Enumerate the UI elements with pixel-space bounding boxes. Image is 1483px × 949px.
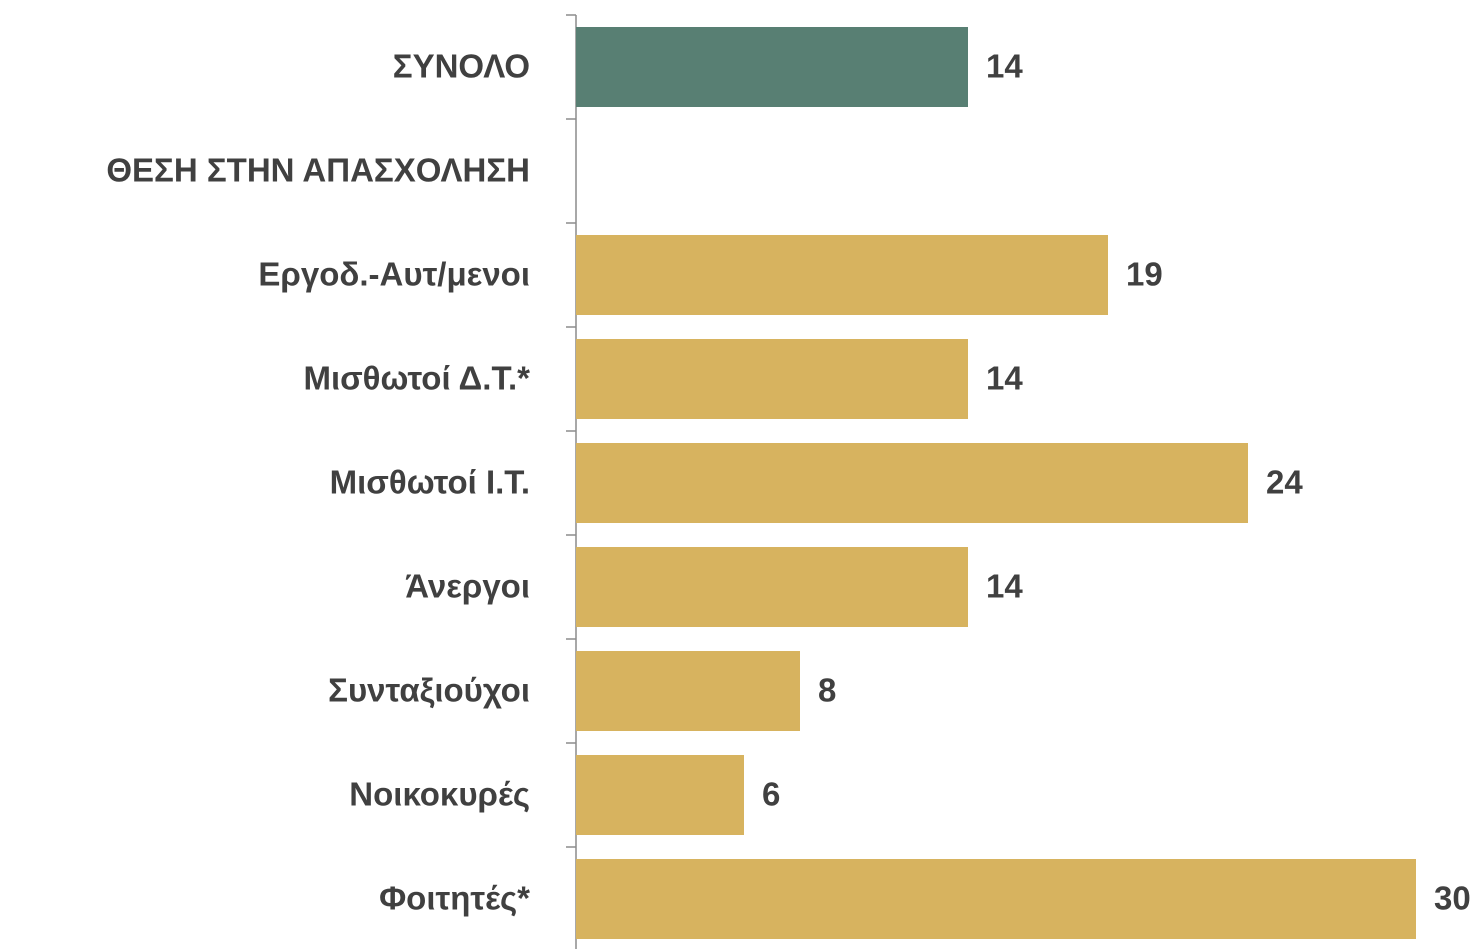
bar <box>576 339 968 419</box>
y-tick-label: Εργοδ.-Αυτ/μενοι <box>258 256 530 293</box>
y-tick-label: Μισθωτοί Ι.Τ. <box>330 464 530 501</box>
bar <box>576 547 968 627</box>
y-tick-label: Συνταξιούχοι <box>328 672 530 709</box>
y-tick-label: Άνεργοι <box>405 568 530 605</box>
data-label: 19 <box>1126 256 1163 293</box>
bar <box>576 443 1248 523</box>
y-tick-label: ΘΕΣΗ ΣΤΗΝ ΑΠΑΣΧΟΛΗΣΗ <box>106 152 530 189</box>
bar <box>576 27 968 107</box>
bar <box>576 235 1108 315</box>
data-label: 24 <box>1266 464 1303 501</box>
y-tick-label: Φοιτητές* <box>379 880 530 917</box>
bar <box>576 859 1416 939</box>
data-label: 14 <box>986 360 1023 397</box>
data-label: 30 <box>1434 880 1471 917</box>
y-tick-label: ΣΥΝΟΛΟ <box>393 48 530 85</box>
y-tick-label: Νοικοκυρές <box>349 776 530 813</box>
data-label: 14 <box>986 48 1023 85</box>
bar <box>576 755 744 835</box>
bar <box>576 651 800 731</box>
data-label: 6 <box>762 776 780 813</box>
data-label: 8 <box>818 672 836 709</box>
data-label: 14 <box>986 568 1023 605</box>
y-tick-label: Μισθωτοί Δ.Τ.* <box>303 360 530 397</box>
